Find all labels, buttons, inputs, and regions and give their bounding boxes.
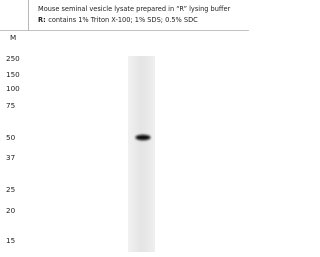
marker-label: 25 bbox=[6, 185, 15, 194]
marker-label: 150 bbox=[6, 70, 20, 79]
marker-label: 37 bbox=[6, 153, 15, 162]
gel-lane bbox=[128, 56, 155, 252]
marker-label: 100 bbox=[6, 84, 20, 93]
marker-labels: 250 150 100 75 50 37 25 20 15 bbox=[6, 54, 20, 245]
marker-label: 250 bbox=[6, 54, 20, 63]
marker-label: 75 bbox=[6, 101, 15, 110]
note-text: contains 1% Triton X-100; 1% SDS; 0.5% S… bbox=[48, 16, 198, 24]
marker-column-label: M bbox=[10, 33, 16, 42]
header-title: Mouse seminal vesicle lysate prepared in… bbox=[38, 5, 231, 13]
note-label: R: bbox=[38, 16, 46, 24]
header-note: R:contains 1% Triton X-100; 1% SDS; 0.5%… bbox=[38, 16, 198, 24]
marker-label: 20 bbox=[6, 206, 16, 215]
marker-label: 50 bbox=[6, 133, 16, 142]
protein-band bbox=[136, 135, 151, 141]
blot-figure: Mouse seminal vesicle lysate prepared in… bbox=[0, 0, 249, 253]
marker-label: 15 bbox=[6, 236, 15, 245]
page: Mouse seminal vesicle lysate prepared in… bbox=[0, 0, 249, 253]
